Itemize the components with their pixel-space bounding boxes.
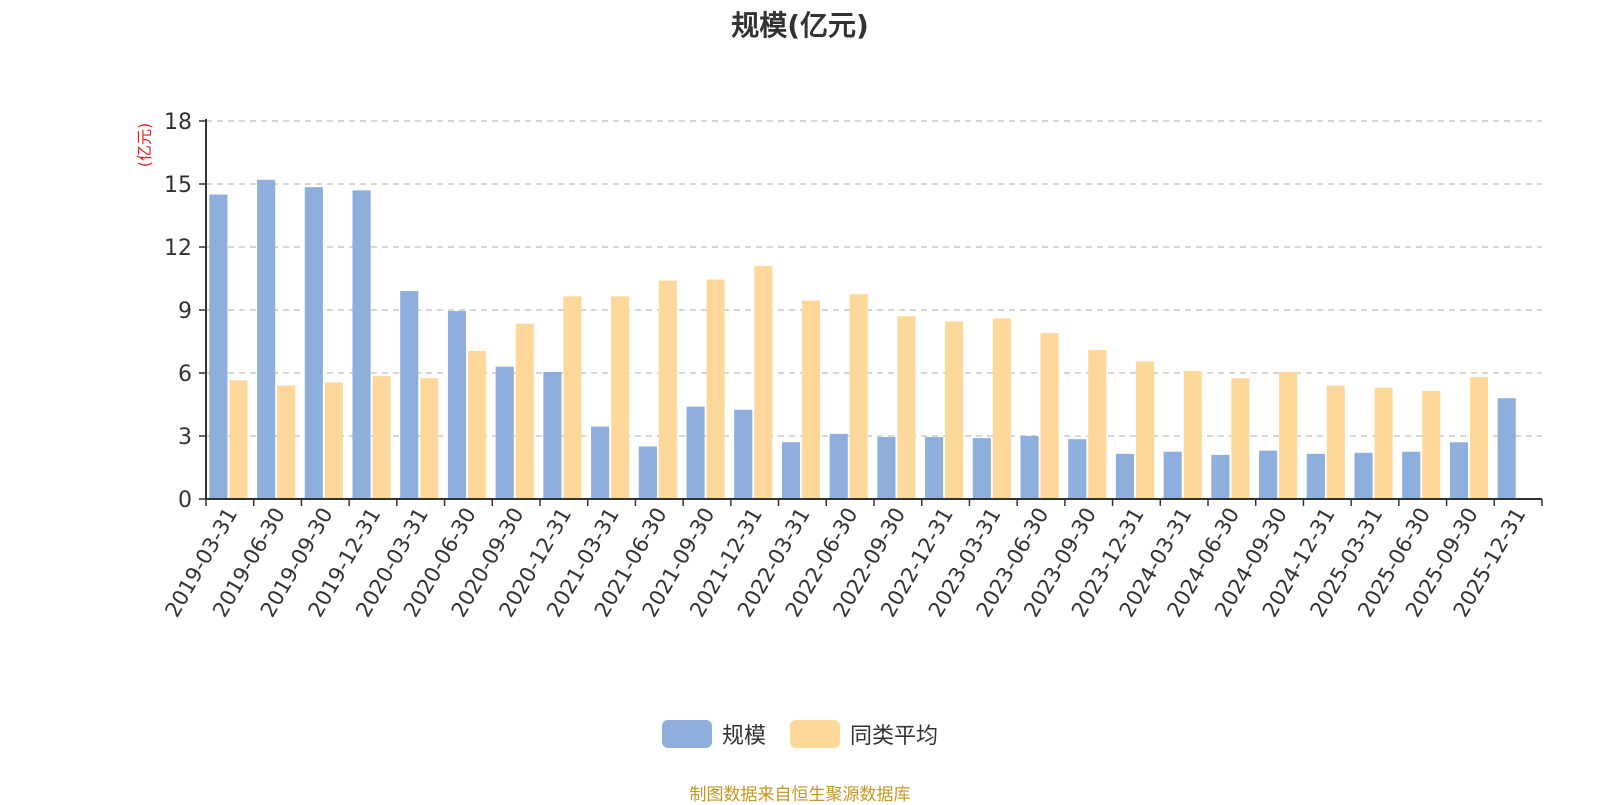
bar-peer-average[interactable] bbox=[1469, 377, 1489, 499]
bar-peer-average[interactable] bbox=[1088, 349, 1107, 499]
bar-peer-average[interactable] bbox=[754, 265, 773, 499]
bar-scale[interactable] bbox=[543, 371, 562, 499]
bar-scale[interactable] bbox=[638, 446, 657, 500]
bar-scale[interactable] bbox=[781, 442, 801, 499]
legend-swatch-peer-average bbox=[790, 720, 840, 748]
bar-peer-average[interactable] bbox=[945, 321, 964, 499]
bar-scale[interactable] bbox=[877, 437, 896, 499]
bar-peer-average[interactable] bbox=[658, 280, 677, 499]
bar-peer-average[interactable] bbox=[420, 378, 439, 499]
bar-peer-average[interactable] bbox=[849, 294, 868, 499]
bar-scale[interactable] bbox=[1068, 439, 1087, 499]
y-tick-label: 9 bbox=[178, 299, 192, 324]
bar-peer-average[interactable] bbox=[324, 382, 343, 499]
chart-title: 规模(亿元) bbox=[731, 9, 869, 42]
bar-scale[interactable] bbox=[1115, 453, 1135, 499]
bar-scale[interactable] bbox=[400, 291, 419, 499]
bar-scale[interactable] bbox=[1402, 451, 1421, 499]
bar-peer-average[interactable] bbox=[1231, 378, 1250, 499]
bar-scale[interactable] bbox=[352, 190, 371, 500]
bar-peer-average[interactable] bbox=[1422, 390, 1441, 499]
axes bbox=[199, 119, 1543, 506]
y-tick-label: 12 bbox=[164, 236, 192, 261]
bar-peer-average[interactable] bbox=[229, 380, 248, 499]
bar-peer-average[interactable] bbox=[372, 376, 391, 499]
bars bbox=[209, 179, 1516, 500]
legend-item-scale[interactable]: 规模 bbox=[661, 718, 766, 750]
bar-peer-average[interactable] bbox=[611, 296, 630, 499]
bar-scale[interactable] bbox=[257, 179, 276, 500]
bar-peer-average[interactable] bbox=[1374, 387, 1393, 499]
bar-scale[interactable] bbox=[1259, 450, 1278, 499]
bar-scale[interactable] bbox=[686, 406, 705, 499]
y-axis-unit-label: (亿元) bbox=[135, 123, 154, 168]
bar-scale[interactable] bbox=[1020, 436, 1039, 499]
bar-scale[interactable] bbox=[1354, 452, 1373, 499]
bar-peer-average[interactable] bbox=[467, 350, 487, 499]
bar-peer-average[interactable] bbox=[1040, 333, 1059, 499]
bar-peer-average[interactable] bbox=[1183, 370, 1202, 499]
legend: 规模 同类平均 bbox=[0, 718, 1600, 750]
bar-scale[interactable] bbox=[1449, 442, 1469, 499]
legend-item-peer-average[interactable]: 同类平均 bbox=[790, 718, 938, 750]
bar-peer-average[interactable] bbox=[992, 318, 1011, 499]
y-tick-label: 3 bbox=[178, 425, 192, 450]
bar-scale[interactable] bbox=[591, 426, 610, 499]
legend-label-peer-average: 同类平均 bbox=[850, 724, 939, 749]
y-tick-label: 6 bbox=[178, 362, 192, 387]
tick-labels: 03691215182019-03-312019-06-302019-09-30… bbox=[135, 110, 1530, 621]
bar-scale[interactable] bbox=[495, 366, 514, 499]
bar-peer-average[interactable] bbox=[1326, 385, 1345, 499]
bar-peer-average[interactable] bbox=[706, 279, 725, 499]
bar-peer-average[interactable] bbox=[515, 323, 534, 499]
y-tick-label: 0 bbox=[178, 488, 192, 513]
bar-scale[interactable] bbox=[1163, 451, 1182, 499]
bar-scale[interactable] bbox=[734, 409, 753, 499]
y-tick-label: 18 bbox=[164, 110, 192, 135]
bar-peer-average[interactable] bbox=[563, 296, 582, 499]
bar-peer-average[interactable] bbox=[1279, 371, 1298, 499]
bar-scale[interactable] bbox=[209, 194, 228, 500]
legend-label-scale: 规模 bbox=[721, 724, 766, 749]
bar-scale[interactable] bbox=[1211, 454, 1230, 499]
bar-peer-average[interactable] bbox=[801, 300, 821, 499]
bar-peer-average[interactable] bbox=[277, 385, 296, 499]
bar-peer-average[interactable] bbox=[1135, 361, 1155, 499]
bar-peer-average[interactable] bbox=[897, 316, 916, 499]
bar-scale[interactable] bbox=[1306, 453, 1325, 499]
legend-swatch-scale bbox=[661, 720, 712, 748]
y-tick-label: 15 bbox=[164, 173, 192, 198]
bar-scale[interactable] bbox=[1497, 398, 1516, 499]
bar-scale[interactable] bbox=[972, 438, 991, 499]
source-note: 制图数据来自恒生聚源数据库 bbox=[689, 785, 911, 805]
bar-scale[interactable] bbox=[304, 187, 323, 499]
bar-scale[interactable] bbox=[829, 433, 848, 499]
bar-scale[interactable] bbox=[447, 311, 467, 499]
bar-scale[interactable] bbox=[925, 437, 944, 499]
